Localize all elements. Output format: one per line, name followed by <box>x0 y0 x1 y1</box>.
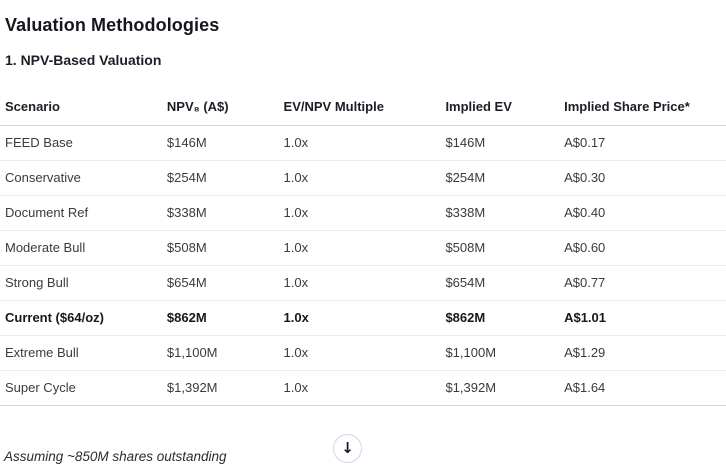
column-header-implied-share-price: Implied Share Price* <box>564 69 726 126</box>
cell-scenario: Super Cycle <box>0 370 167 406</box>
page-title: Valuation Methodologies <box>5 15 220 35</box>
table-row: Extreme Bull $1,100M 1.0x $1,100M A$1.29 <box>0 335 726 371</box>
scroll-down-button[interactable]: ↓ <box>333 434 362 463</box>
table-row: FEED Base $146M 1.0x $146M A$0.17 <box>0 125 726 161</box>
column-header-scenario: Scenario <box>0 69 167 126</box>
cell-implied-ev: $508M <box>445 230 565 266</box>
cell-npv: $338M <box>166 195 284 231</box>
section-heading: 1. NPV-Based Valuation <box>5 52 162 68</box>
cell-npv: $1,392M <box>166 370 284 406</box>
table-row: Conservative $254M 1.0x $254M A$0.30 <box>0 160 726 196</box>
cell-scenario: Moderate Bull <box>0 230 167 266</box>
cell-implied-share-price: A$0.17 <box>564 125 726 161</box>
table-row: Super Cycle $1,392M 1.0x $1,392M A$1.64 <box>0 370 726 406</box>
cell-npv: $254M <box>166 160 284 196</box>
cell-npv: $146M <box>166 125 284 161</box>
cell-implied-ev: $1,100M <box>445 335 565 371</box>
cell-implied-ev: $1,392M <box>445 370 565 406</box>
cell-implied-share-price: A$0.77 <box>564 265 726 301</box>
cell-scenario: Document Ref <box>0 195 167 231</box>
cell-npv: $1,100M <box>166 335 284 371</box>
table-body: FEED Base $146M 1.0x $146M A$0.17 Conser… <box>0 125 726 406</box>
cell-implied-ev: $862M <box>445 300 565 336</box>
table-header: Scenario NPV₈ (A$) EV/NPV Multiple Impli… <box>0 69 726 126</box>
cell-implied-ev: $254M <box>445 160 565 196</box>
cell-ev-npv-multiple: 1.0x <box>283 230 446 266</box>
column-header-implied-ev: Implied EV <box>445 69 565 126</box>
cell-ev-npv-multiple: 1.0x <box>283 370 446 406</box>
cell-ev-npv-multiple: 1.0x <box>283 335 446 371</box>
column-header-npv: NPV₈ (A$) <box>166 69 284 126</box>
table-header-row: Scenario NPV₈ (A$) EV/NPV Multiple Impli… <box>0 69 726 126</box>
cell-scenario: Extreme Bull <box>0 335 167 371</box>
arrow-down-icon: ↓ <box>341 439 354 457</box>
column-header-ev-npv-multiple: EV/NPV Multiple <box>283 69 446 126</box>
cell-implied-ev: $146M <box>445 125 565 161</box>
cell-implied-ev: $338M <box>445 195 565 231</box>
cell-scenario: Strong Bull <box>0 265 167 301</box>
cell-npv: $654M <box>166 265 284 301</box>
cell-ev-npv-multiple: 1.0x <box>283 300 446 336</box>
cell-implied-share-price: A$0.30 <box>564 160 726 196</box>
cell-scenario: Current ($64/oz) <box>0 300 167 336</box>
table-row-current-emphasis: Current ($64/oz) $862M 1.0x $862M A$1.01 <box>0 300 726 336</box>
cell-implied-ev: $654M <box>445 265 565 301</box>
cell-ev-npv-multiple: 1.0x <box>283 125 446 161</box>
cell-implied-share-price: A$1.29 <box>564 335 726 371</box>
cell-ev-npv-multiple: 1.0x <box>283 195 446 231</box>
table-row: Moderate Bull $508M 1.0x $508M A$0.60 <box>0 230 726 266</box>
cell-scenario: FEED Base <box>0 125 167 161</box>
cell-ev-npv-multiple: 1.0x <box>283 160 446 196</box>
table-row: Document Ref $338M 1.0x $338M A$0.40 <box>0 195 726 231</box>
cell-ev-npv-multiple: 1.0x <box>283 265 446 301</box>
cell-implied-share-price: A$1.64 <box>564 370 726 406</box>
cell-scenario: Conservative <box>0 160 167 196</box>
table-row: Strong Bull $654M 1.0x $654M A$0.77 <box>0 265 726 301</box>
cell-implied-share-price: A$0.60 <box>564 230 726 266</box>
cell-implied-share-price: A$1.01 <box>564 300 726 336</box>
cell-npv: $862M <box>166 300 284 336</box>
shares-outstanding-footnote: Assuming ~850M shares outstanding <box>4 449 227 464</box>
cell-implied-share-price: A$0.40 <box>564 195 726 231</box>
npv-valuation-table: Scenario NPV₈ (A$) EV/NPV Multiple Impli… <box>0 69 726 406</box>
cell-npv: $508M <box>166 230 284 266</box>
